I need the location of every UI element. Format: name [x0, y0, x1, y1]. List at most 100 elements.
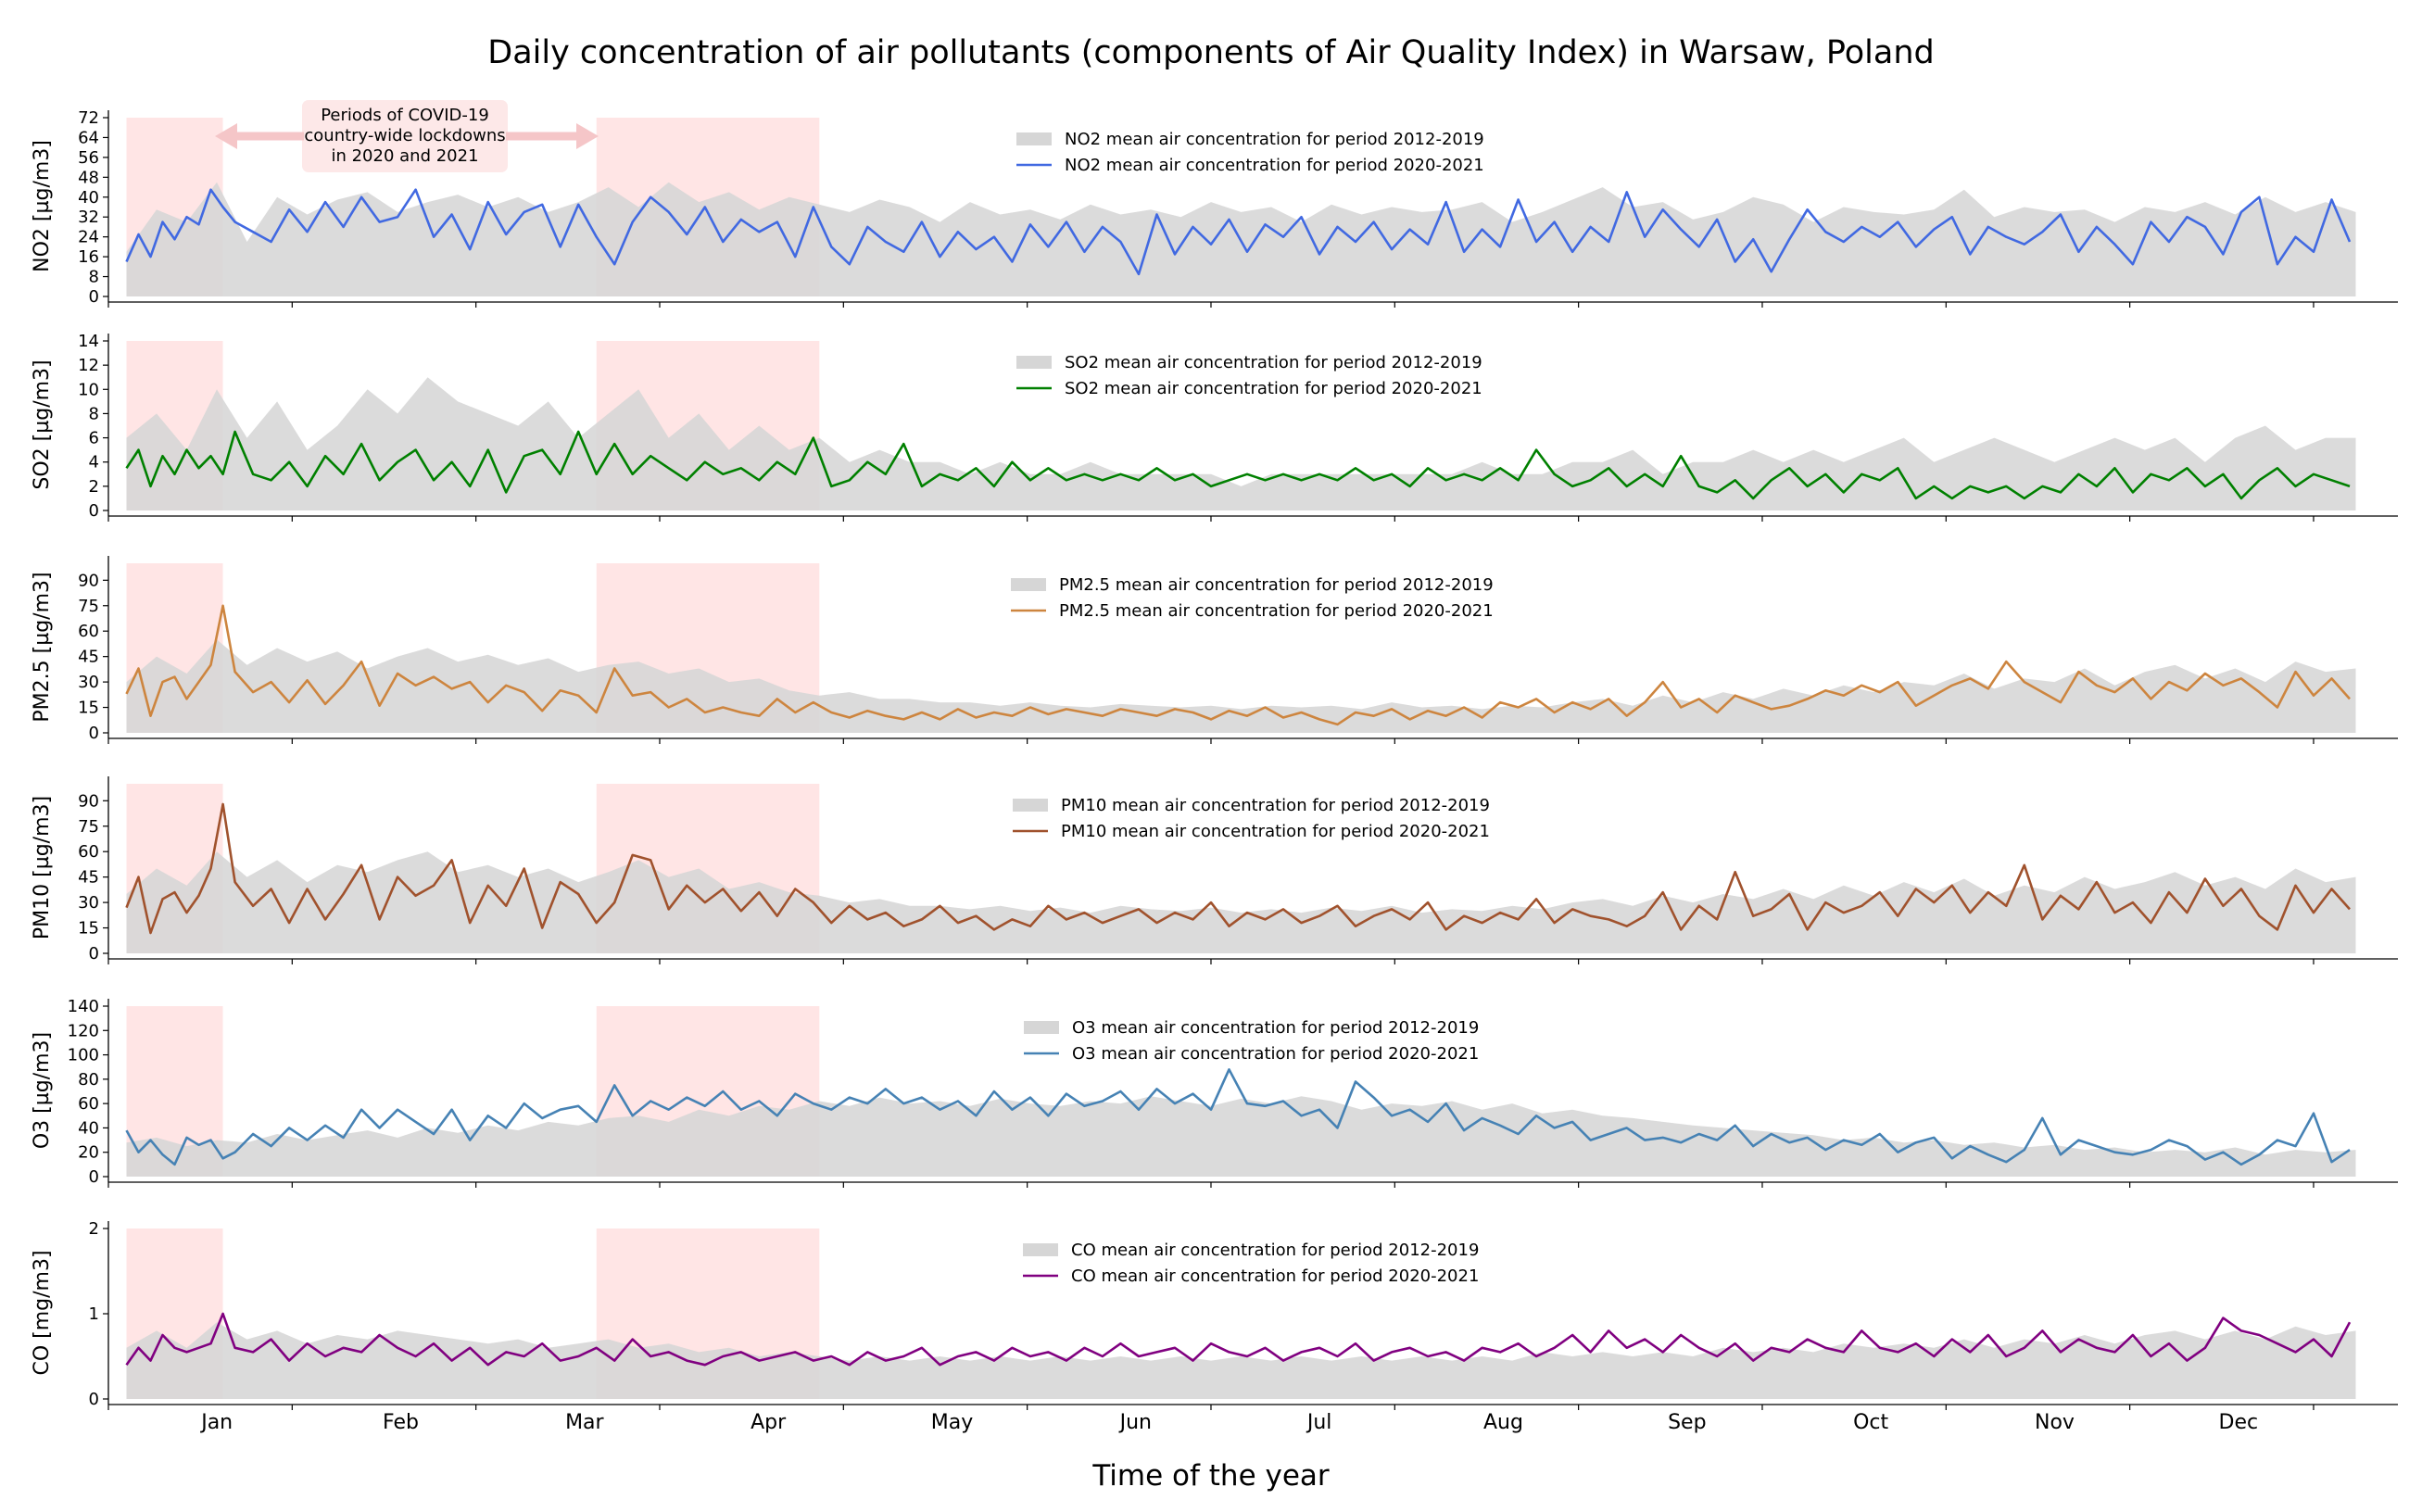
pm10-line	[125, 802, 2351, 935]
y-tick-label: 40	[78, 188, 99, 208]
y-tick-label: 90	[78, 791, 99, 811]
y-tick-label: 45	[78, 868, 99, 888]
y-tick-label: 0	[89, 724, 99, 743]
legend-swatch-area	[1016, 132, 1052, 145]
y-tick-label: 64	[78, 128, 99, 147]
no2-y-label: NO2 [µg/m3]	[31, 140, 54, 272]
y-tick-label: 16	[78, 247, 99, 267]
o3-y-label: O3 [µg/m3]	[31, 1032, 54, 1149]
legend-entry: PM10 mean air concentration for period 2…	[1061, 822, 1490, 841]
pm25-y-label: PM2.5 [µg/m3]	[31, 572, 54, 722]
pm10-y-label: PM10 [µg/m3]	[31, 796, 54, 939]
y-tick-label: 2	[89, 477, 99, 497]
y-tick-label: 30	[78, 893, 99, 913]
co-line	[125, 1312, 2352, 1367]
co-baseline-area	[126, 1322, 2356, 1399]
y-tick-label: 90	[78, 571, 99, 590]
month-label: Oct	[1853, 1411, 1888, 1434]
legend-entry: NO2 mean air concentration for period 20…	[1065, 130, 1484, 149]
y-tick-label: 75	[78, 817, 99, 837]
legend-swatch-area	[1024, 1021, 1059, 1034]
panel-co: 0 1 2 CO [mg/m3] CO mean air concentration f…	[31, 1219, 2398, 1410]
y-tick-label: 2	[89, 1219, 99, 1239]
y-tick-label: 0	[89, 944, 99, 964]
month-label: Jun	[1118, 1411, 1152, 1434]
y-tick-label: 30	[78, 673, 99, 692]
legend-entry: PM2.5 mean air concentration for period …	[1059, 575, 1494, 595]
legend-entry: O3 mean air concentration for period 201…	[1072, 1018, 1479, 1038]
legend-swatch-area	[1011, 578, 1046, 591]
y-tick-label: 24	[78, 228, 99, 247]
panel-pm10: 0 15 30 45 60 75 90 PM10 [µg/m3] PM10 mean air c…	[31, 776, 2398, 964]
chart-title: Daily concentration of air pollutants (c…	[487, 34, 1934, 71]
y-tick-label: 15	[78, 919, 99, 939]
legend-entry: CO mean air concentration for period 202…	[1071, 1266, 1479, 1286]
y-tick-label: 4	[89, 453, 99, 472]
so2-line	[125, 430, 2351, 500]
annotation-line-1: Periods of COVID-19	[321, 106, 489, 125]
month-label: Aug	[1483, 1411, 1523, 1434]
legend-entry: O3 mean air concentration for period 202…	[1072, 1044, 1479, 1064]
annotation-line-3: in 2020 and 2021	[331, 146, 478, 166]
annotation-box	[302, 100, 508, 172]
legend-swatch-area	[1013, 799, 1048, 812]
panel-o3: 0 20 40 60 80 100 120 140 O3 [µg/m3] O3 mean air …	[31, 997, 2398, 1188]
x-axis: Jan Feb Mar Apr May Jun Jul Aug Sep Oct Nov Dec	[199, 1411, 2258, 1434]
y-tick-label: 8	[89, 268, 99, 287]
panel-so2: 0 2 4 6 8 10 12 14 SO2 [µg/m3] SO2 mean air conce…	[31, 332, 2398, 522]
y-tick-label: 14	[78, 332, 99, 351]
legend-entry: PM10 mean air concentration for period 2…	[1061, 796, 1490, 815]
legend-swatch-area	[1016, 356, 1052, 369]
legend-entry: SO2 mean air concentration for period 20…	[1065, 379, 1482, 398]
y-tick-label: 40	[78, 1118, 99, 1138]
y-tick-label: 140	[68, 997, 99, 1016]
month-label: Feb	[383, 1411, 419, 1434]
y-tick-label: 15	[78, 699, 99, 718]
x-axis-label: Time of the year	[1091, 1459, 1330, 1493]
month-label: Jul	[1306, 1411, 1332, 1434]
pm25-baseline-area	[126, 639, 2356, 733]
month-label: Jan	[199, 1411, 233, 1434]
pm25-line	[125, 604, 2351, 726]
month-label: Dec	[2219, 1411, 2259, 1434]
y-tick-label: 48	[78, 168, 99, 187]
legend-swatch-area	[1023, 1243, 1058, 1256]
legend-entry: PM2.5 mean air concentration for period …	[1059, 601, 1494, 621]
month-label: Nov	[2035, 1411, 2075, 1434]
y-tick-label: 0	[89, 287, 99, 307]
y-tick-label: 60	[78, 842, 99, 862]
y-tick-label: 10	[78, 380, 99, 399]
left-arrow-head	[215, 123, 237, 149]
so2-y-label: SO2 [µg/m3]	[31, 359, 54, 489]
y-tick-label: 80	[78, 1070, 99, 1090]
lockdown-annotation: Periods of COVID-19 country-wide lockdow…	[215, 100, 599, 172]
right-arrow-head	[576, 123, 599, 149]
y-tick-label: 45	[78, 648, 99, 667]
y-tick-label: 12	[78, 356, 99, 375]
y-tick-label: 8	[89, 404, 99, 423]
y-tick-label: 32	[78, 208, 99, 227]
legend-entry: NO2 mean air concentration for period 20…	[1065, 156, 1484, 175]
legend-entry: SO2 mean air concentration for period 20…	[1065, 353, 1482, 372]
legend-entry: CO mean air concentration for period 201…	[1071, 1241, 1479, 1260]
month-label: May	[931, 1411, 973, 1434]
co-y-label: CO [mg/m3]	[31, 1250, 54, 1375]
annotation-line-2: country-wide lockdowns	[304, 126, 505, 145]
pm10-baseline-area	[126, 851, 2356, 953]
o3-baseline-area	[126, 1096, 2356, 1177]
y-tick-label: 0	[89, 1167, 99, 1187]
y-tick-label: 1	[89, 1304, 99, 1324]
y-tick-label: 120	[68, 1021, 99, 1040]
month-label: Sep	[1668, 1411, 1706, 1434]
y-tick-label: 6	[89, 429, 99, 448]
panel-pm25: 0 15 30 45 60 75 90 PM2.5 [µg/m3] PM2.5 mean air…	[31, 556, 2398, 744]
o3-line	[125, 1068, 2351, 1166]
y-tick-label: 100	[68, 1046, 99, 1065]
y-tick-label: 0	[89, 501, 99, 521]
y-tick-label: 72	[78, 108, 99, 128]
y-tick-label: 20	[78, 1143, 99, 1163]
y-tick-label: 60	[78, 1094, 99, 1114]
